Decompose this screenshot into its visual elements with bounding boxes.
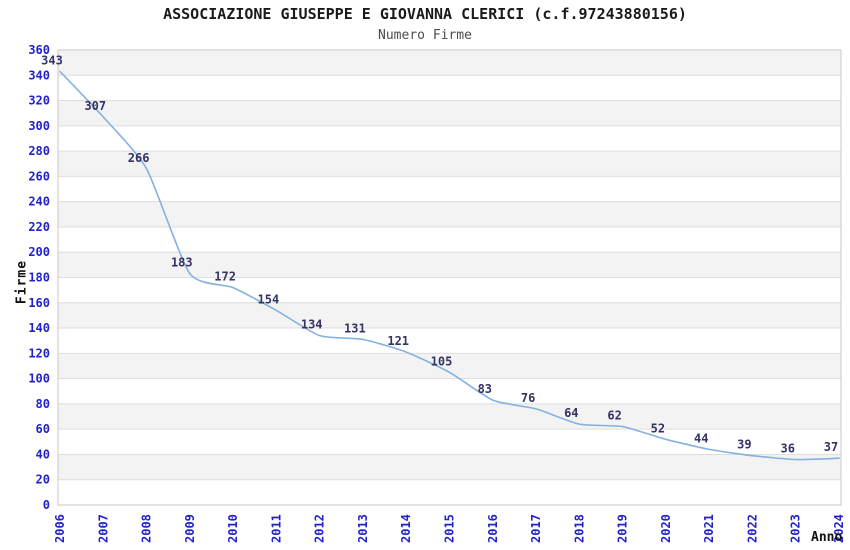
band-gray xyxy=(58,201,841,227)
data-label: 121 xyxy=(387,334,409,348)
y-tick-label: 20 xyxy=(36,473,50,487)
x-tick-label: 2012 xyxy=(313,514,327,543)
data-label: 105 xyxy=(431,354,453,368)
y-tick-label: 200 xyxy=(28,245,50,259)
gridlines xyxy=(58,74,841,481)
band-white xyxy=(58,125,841,152)
x-tick-label: 2022 xyxy=(745,514,759,543)
x-tick-label: 2006 xyxy=(53,514,67,543)
data-label: 64 xyxy=(564,406,578,420)
x-tick-label: 2016 xyxy=(486,514,500,543)
grid-bands xyxy=(58,50,841,505)
plot-border xyxy=(57,49,842,506)
y-axis-title: Firme xyxy=(14,259,30,305)
x-tick-label: 2015 xyxy=(443,514,457,543)
x-tick-label: 2010 xyxy=(226,514,240,543)
data-label: 62 xyxy=(607,409,621,423)
band-white xyxy=(58,75,841,101)
band-white xyxy=(58,328,841,354)
band-gray xyxy=(58,454,841,480)
data-line xyxy=(59,70,840,461)
band-gray xyxy=(58,403,841,430)
x-tick-label: 2024 xyxy=(832,514,846,543)
band-white xyxy=(58,277,841,303)
y-tick-label: 120 xyxy=(28,346,50,360)
data-label: 36 xyxy=(780,442,794,456)
x-tick-label: 2014 xyxy=(399,514,413,543)
y-tick-label: 240 xyxy=(28,195,50,209)
x-tick-label: 2021 xyxy=(702,514,716,543)
data-label: 183 xyxy=(171,256,193,270)
chart-title: ASSOCIAZIONE GIUSEPPE E GIOVANNA CLERICI… xyxy=(163,5,687,23)
data-label: 39 xyxy=(737,438,751,452)
y-tick-label: 160 xyxy=(28,296,50,310)
x-tick-label: 2013 xyxy=(356,514,370,543)
data-label: 37 xyxy=(824,440,838,454)
x-tick-label: 2011 xyxy=(269,514,283,543)
y-tick-label: 80 xyxy=(36,397,50,411)
x-tick-label: 2017 xyxy=(529,514,543,543)
data-label: 172 xyxy=(214,270,236,284)
x-tick-label: 2018 xyxy=(572,514,586,543)
y-tick-label: 360 xyxy=(28,43,50,57)
data-labels: 343 307 266 183 172 154 134 131 121 105 83 76 64 62 52… xyxy=(41,54,838,456)
data-label: 154 xyxy=(258,292,280,306)
band-white xyxy=(58,378,841,404)
x-tick-label: 2008 xyxy=(140,514,154,543)
data-label: 76 xyxy=(521,391,535,405)
band-gray xyxy=(58,353,841,379)
y-tick-label: 340 xyxy=(28,68,50,82)
data-label: 134 xyxy=(301,318,323,332)
y-tick-label: 60 xyxy=(36,422,50,436)
band-white xyxy=(58,429,841,455)
data-label: 266 xyxy=(128,151,150,165)
y-tick-labels: 0 20 40 60 80 100 120 140 160 180 200 220 240 260 280 3… xyxy=(28,43,50,512)
band-white xyxy=(58,176,841,202)
x-tick-label: 2020 xyxy=(659,514,673,543)
y-tick-label: 180 xyxy=(28,271,50,285)
y-tick-label: 320 xyxy=(28,94,50,108)
data-label: 44 xyxy=(694,431,708,445)
band-gray xyxy=(58,302,841,329)
x-tick-label: 2009 xyxy=(183,514,197,543)
chart-subtitle: Numero Firme xyxy=(378,28,472,43)
data-label: 343 xyxy=(41,54,63,68)
x-tick-labels: 2006 2007 2008 2009 2010 2011 2012 2013 2014 2015… xyxy=(53,514,846,543)
y-tick-label: 260 xyxy=(28,169,50,183)
y-tick-label: 100 xyxy=(28,372,50,386)
band-gray xyxy=(58,50,841,76)
y-tick-label: 40 xyxy=(36,447,50,461)
y-tick-label: 220 xyxy=(28,220,50,234)
y-tick-label: 300 xyxy=(28,119,50,133)
x-tick-label: 2019 xyxy=(616,514,630,543)
band-white xyxy=(58,226,841,253)
data-label: 131 xyxy=(344,321,366,335)
x-tick-label: 2023 xyxy=(789,514,803,543)
band-white xyxy=(58,479,841,505)
data-label: 52 xyxy=(651,421,665,435)
y-tick-label: 280 xyxy=(28,144,50,158)
data-label: 83 xyxy=(478,382,492,396)
y-tick-label: 0 xyxy=(43,498,50,512)
band-gray xyxy=(58,252,841,278)
x-tick-label: 2007 xyxy=(96,514,110,543)
band-gray xyxy=(58,100,841,126)
x-axis-title: Anno xyxy=(811,530,843,545)
data-label: 307 xyxy=(84,99,106,113)
y-tick-label: 140 xyxy=(28,321,50,335)
band-gray xyxy=(58,151,841,177)
